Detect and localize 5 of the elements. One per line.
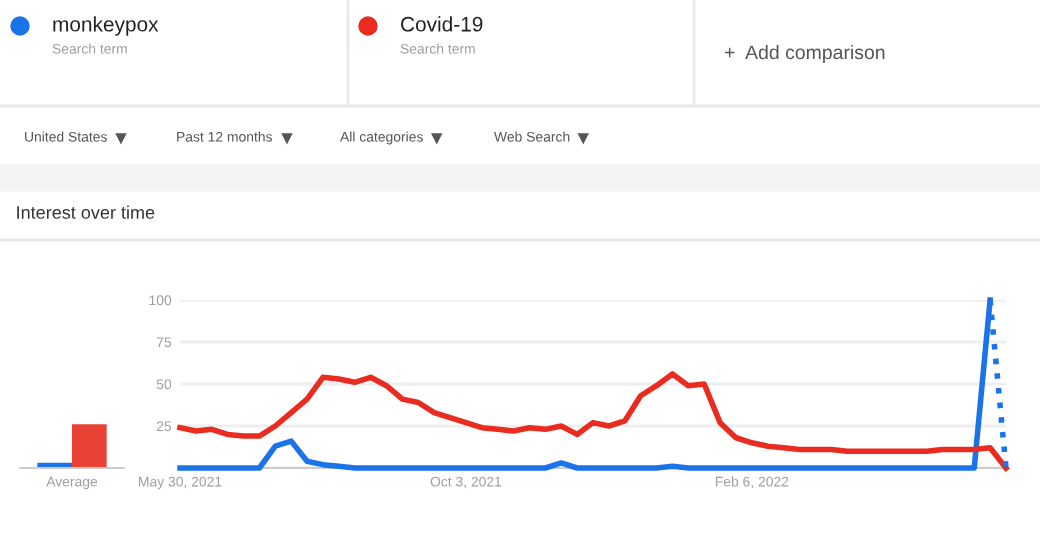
- chart-title: Interest over time: [17, 205, 155, 219]
- legend-label: monkeypox: [53, 16, 159, 36]
- legend-label: Covid-19: [401, 16, 483, 32]
- text: + Add comparison: [724, 44, 885, 64]
- line-series: [177, 371, 1009, 471]
